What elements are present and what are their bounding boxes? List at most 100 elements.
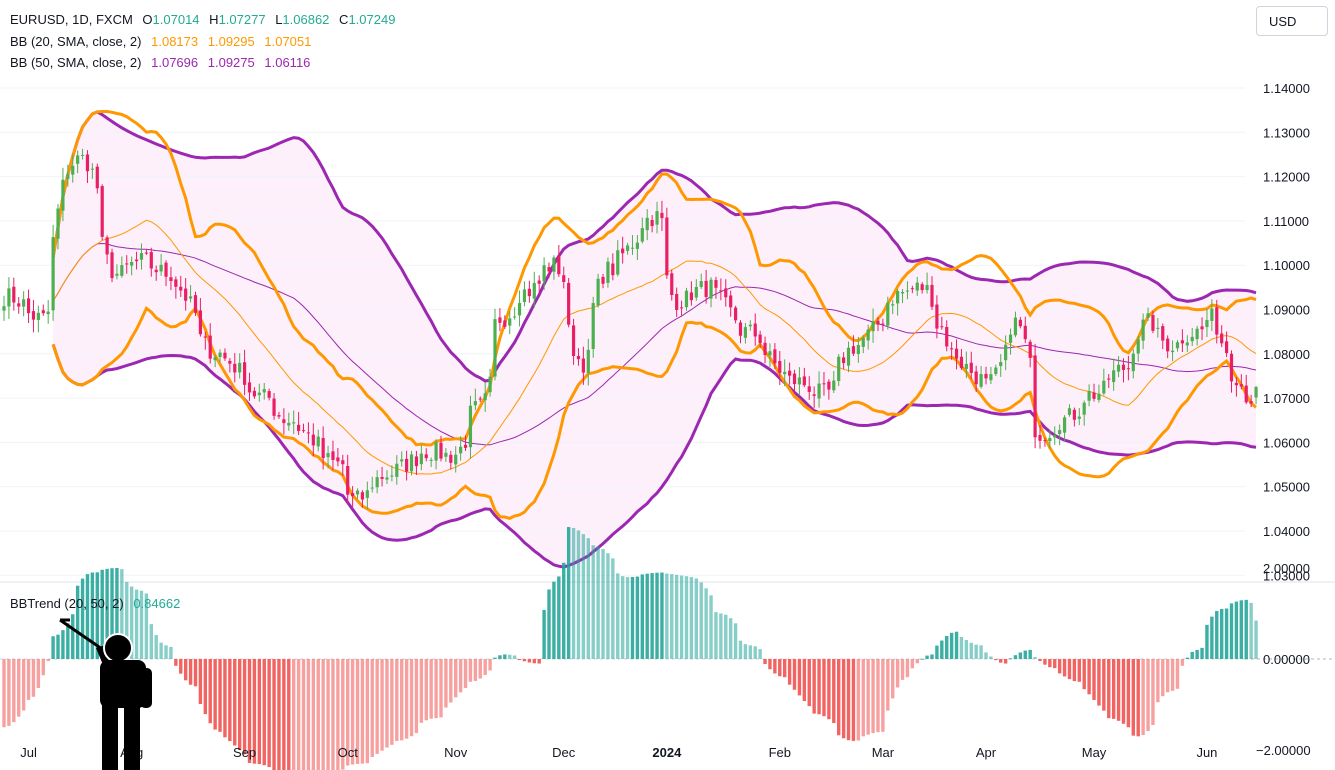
candle-body: [842, 357, 846, 364]
candle: [493, 308, 497, 381]
candle-body: [1254, 387, 1258, 398]
bbtrend-bar: [454, 659, 458, 698]
bbtrend-bar: [1254, 620, 1258, 659]
candle: [591, 296, 595, 358]
candle: [1244, 374, 1248, 405]
bbtrend-bar: [1185, 657, 1190, 659]
candle-body: [297, 424, 301, 431]
candle-body: [738, 322, 743, 336]
bbtrend-bar: [925, 655, 929, 659]
bbtrend-bar: [2, 659, 6, 728]
bbtrend-bar: [822, 659, 826, 717]
candle: [184, 278, 188, 311]
bbtrend-bar: [488, 659, 492, 671]
bbtrend-bar: [817, 659, 821, 715]
candle-body: [625, 245, 630, 251]
bbtrend-bar: [183, 659, 188, 681]
candle: [1170, 340, 1175, 362]
candle-body: [375, 477, 379, 488]
bbtrend-bar: [910, 659, 915, 669]
candle-body: [336, 457, 340, 462]
candle: [792, 369, 797, 392]
bbtrend-bar: [1008, 658, 1013, 660]
currency-button[interactable]: USD: [1256, 6, 1328, 36]
candle: [733, 305, 738, 324]
bbtrend-bar: [291, 659, 296, 770]
candle-body: [429, 459, 433, 461]
candle: [238, 353, 242, 379]
bbtrend-bar: [213, 659, 217, 730]
pointing-figure-icon: [59, 618, 152, 770]
candle-body: [709, 279, 713, 299]
bbtrend-bar: [625, 577, 630, 659]
bbtrend-bar: [856, 659, 861, 741]
candle: [699, 273, 703, 289]
candle-body: [351, 493, 355, 497]
candle: [395, 455, 399, 485]
candle-body: [56, 208, 60, 239]
candle: [738, 320, 743, 344]
candle-body: [164, 262, 168, 277]
bbtrend-bar: [827, 659, 831, 720]
candle-body: [321, 437, 325, 459]
candle-body: [51, 237, 55, 311]
bb50-legend[interactable]: BB (50, SMA, close, 2) 1.07696 1.09275 1…: [10, 55, 316, 70]
bbtrend-bar: [1180, 659, 1185, 666]
candle-body: [1234, 382, 1239, 386]
candle-body: [896, 291, 900, 304]
bbtrend-bar: [419, 659, 424, 723]
candle: [724, 279, 728, 307]
bbtrend-bar: [36, 659, 41, 688]
bbtrend-bar: [743, 644, 748, 659]
candle-body: [1175, 342, 1180, 349]
candle-body: [1131, 353, 1135, 372]
bbtrend-bar: [812, 659, 816, 714]
bbtrend-bar: [748, 645, 753, 659]
bbtrend-bar: [400, 659, 404, 741]
bbtrend-bar: [478, 659, 482, 679]
bbtrend-bar: [1229, 603, 1234, 659]
candle-body: [989, 374, 993, 381]
candle: [1166, 335, 1170, 359]
bbtrend-bar: [493, 657, 497, 659]
bbtrend-bar: [149, 624, 153, 659]
bbtrend-bar: [468, 659, 473, 682]
candle-body: [1229, 353, 1234, 382]
candle-body: [26, 298, 31, 314]
bbtrend-bar: [1057, 659, 1062, 674]
candle-body: [301, 430, 306, 432]
candle: [267, 388, 271, 401]
bbtrend-bar: [434, 659, 438, 719]
candle: [773, 343, 777, 370]
bbtrend-bar: [1141, 659, 1145, 735]
candle: [1033, 343, 1037, 449]
candle: [85, 150, 90, 183]
bbtrend-bar: [120, 569, 124, 659]
bbtrend-bar: [365, 659, 370, 764]
bbtrend-bar: [380, 659, 384, 751]
bb20-legend[interactable]: BB (20, SMA, close, 2) 1.08173 1.09295 1…: [10, 34, 317, 49]
candle-body: [1244, 385, 1248, 403]
candle-body: [488, 376, 492, 393]
candle-body: [1067, 408, 1072, 415]
candle-body: [851, 346, 856, 354]
candle: [90, 163, 94, 179]
bbtrend-bar: [1234, 601, 1239, 659]
bbtrend-legend[interactable]: BBTrend (20, 50, 2) 0.84662: [10, 596, 186, 611]
candle: [935, 295, 939, 339]
candle-body: [930, 284, 934, 307]
bbtrend-bar: [282, 659, 286, 770]
bbtrend-bar: [237, 659, 242, 750]
bbtrend-bar: [1082, 659, 1086, 690]
candle-body: [31, 311, 36, 320]
candle-body: [542, 265, 546, 282]
bbtrend-bar: [390, 659, 394, 745]
bbtrend-bar: [552, 581, 556, 659]
bbtrend-bar: [1043, 659, 1047, 665]
bbtrend-bar: [1062, 659, 1067, 677]
candle-body: [861, 337, 865, 347]
candle-body: [679, 307, 684, 309]
candle-body: [1062, 417, 1067, 433]
bbtrend-bar: [1175, 659, 1180, 689]
